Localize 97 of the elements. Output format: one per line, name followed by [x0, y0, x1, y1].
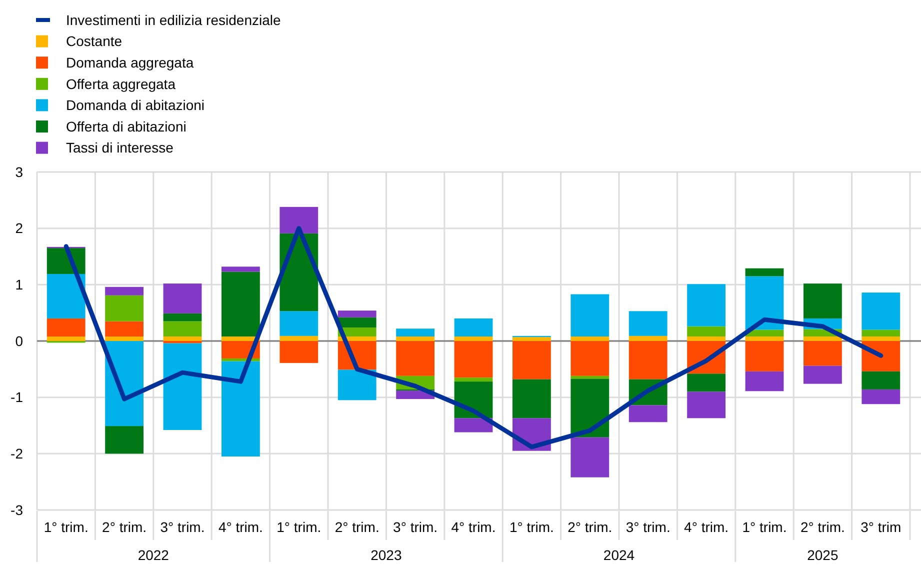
legend-label: Domanda di abitazioni	[66, 97, 205, 114]
x-tick-label: 3° trim.	[393, 519, 438, 535]
bar	[396, 341, 435, 376]
bar	[570, 336, 610, 341]
x-tick-label: 1° trim.	[276, 519, 322, 535]
bar	[221, 266, 260, 272]
bar	[862, 336, 900, 341]
bar	[396, 328, 435, 336]
bar	[454, 318, 493, 336]
bar	[803, 366, 842, 384]
bar	[338, 317, 376, 328]
x-tick-label: 2° trim.	[800, 519, 845, 535]
bar	[163, 343, 202, 430]
bar	[105, 295, 144, 322]
bar	[338, 310, 376, 318]
bar	[570, 294, 610, 336]
bar	[687, 326, 726, 336]
bar	[512, 337, 551, 341]
text: 2022	[138, 547, 170, 563]
y-tick-label: 2	[15, 220, 24, 236]
legend-label: Tassi di interesse	[66, 140, 174, 156]
x-tick-label: 2° trim.	[102, 519, 147, 535]
bar	[745, 341, 784, 372]
text: 2024	[603, 547, 635, 563]
x-tick-label: 3° trim.	[626, 519, 670, 535]
bar	[628, 336, 668, 341]
text: 2025	[807, 547, 838, 563]
x-tick-label: 4° trim.	[684, 519, 729, 535]
x-tick-label: 4° trim.	[218, 519, 263, 535]
bar	[163, 336, 202, 341]
bar	[280, 311, 318, 336]
legend-label: Investimenti in edilizia residenziale	[66, 12, 281, 28]
bar	[221, 272, 260, 336]
line-series	[64, 226, 884, 450]
bar	[570, 378, 610, 438]
bar	[862, 330, 900, 336]
x-tick-label: 1° trim.	[509, 519, 554, 535]
bar	[628, 311, 668, 336]
bar	[803, 336, 842, 341]
legend-label: Costante	[66, 33, 122, 50]
bar	[745, 268, 784, 276]
bar	[105, 336, 144, 341]
x-tick-label: 3° trim.	[160, 519, 205, 535]
bar	[803, 341, 842, 366]
y-tick-label: 3	[15, 164, 24, 180]
bar	[338, 370, 376, 400]
bar	[105, 426, 144, 454]
bar	[745, 336, 784, 341]
bar	[454, 336, 493, 341]
bar	[221, 361, 260, 456]
bar	[454, 418, 493, 432]
bar	[570, 437, 610, 478]
bar	[687, 374, 726, 392]
bar	[862, 371, 900, 390]
x-tick-label: 3° trim	[860, 519, 902, 535]
bar	[512, 379, 551, 418]
bar	[862, 389, 900, 404]
x-tick-label: 1° trim.	[742, 519, 787, 535]
bar	[687, 392, 726, 418]
bar	[163, 284, 202, 314]
bar	[280, 336, 318, 341]
bar	[687, 336, 726, 341]
bar	[570, 341, 610, 376]
bar	[280, 206, 318, 234]
bar	[280, 341, 318, 363]
bar	[454, 378, 493, 382]
bar	[46, 336, 86, 341]
y-tick-label: -1	[10, 389, 24, 406]
y-tick-label: 0	[15, 332, 24, 349]
bar	[628, 405, 668, 422]
bar	[163, 321, 202, 336]
bar	[46, 274, 86, 318]
bar	[512, 341, 551, 380]
text: 2023	[370, 547, 402, 563]
bar	[745, 276, 784, 330]
legend-label: Domanda aggregata	[66, 54, 194, 70]
bar	[105, 286, 144, 296]
bar	[862, 292, 900, 330]
bar	[105, 321, 144, 336]
bar	[46, 318, 86, 336]
bar	[862, 341, 900, 372]
bar	[803, 284, 842, 318]
y-tick-label: -3	[10, 502, 24, 518]
y-tick-label: -2	[10, 446, 24, 462]
bar	[687, 284, 726, 326]
bar	[628, 341, 668, 380]
bar	[454, 341, 493, 378]
bar	[396, 336, 435, 341]
legend-label: Offerta aggregata	[66, 76, 176, 92]
y-tick-label: 1	[15, 276, 24, 293]
legend-label: Offerta di abitazioni	[66, 118, 186, 134]
x-tick-label: 4° trim.	[451, 519, 496, 535]
x-tick-label: 2° trim.	[568, 519, 612, 535]
x-tick-label: 1° trim.	[44, 519, 88, 535]
bar	[163, 313, 202, 322]
bar	[745, 371, 784, 392]
x-tick-label: 2° trim.	[334, 519, 380, 535]
